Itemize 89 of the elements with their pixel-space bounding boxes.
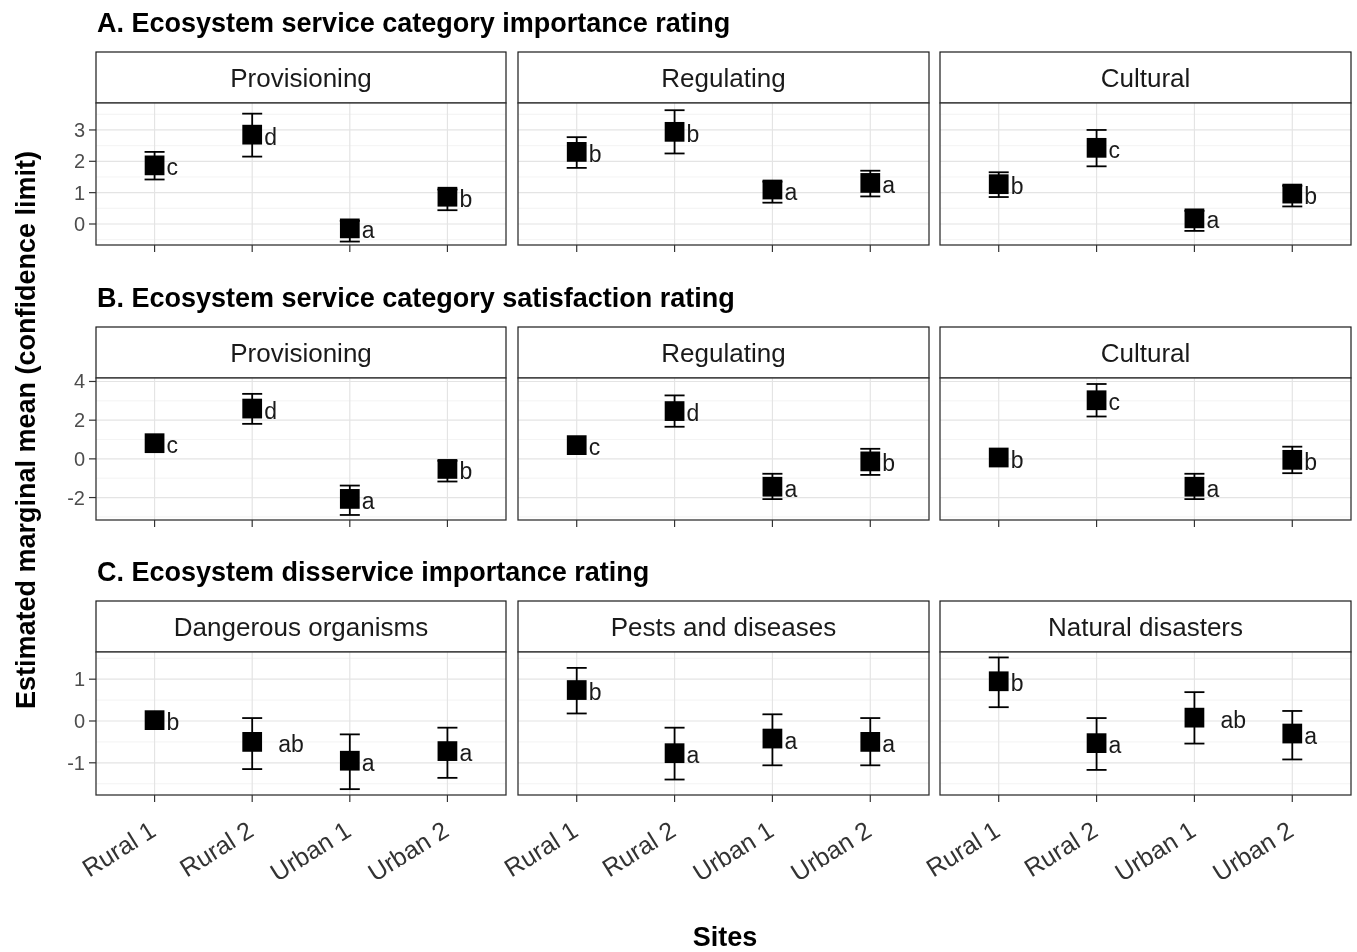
chart-title: Natural disasters	[1047, 611, 1244, 642]
annotation: b	[882, 450, 896, 477]
chart-subtitle: B. Ecosystem service category satisfaction rating	[97, 283, 735, 313]
chart-title: Cultural	[1100, 62, 1191, 93]
y-tick-label: -1	[67, 751, 85, 774]
y-tick-label: -2	[67, 486, 85, 509]
annotation: d	[264, 123, 277, 150]
annotation: b	[459, 457, 473, 484]
x-tick-label: Urban 2	[362, 815, 454, 887]
annotation: c	[1108, 389, 1121, 416]
x-tick-label: Urban 1	[1109, 815, 1201, 887]
annotation: a	[686, 742, 700, 769]
annotation: b	[1010, 446, 1024, 473]
point	[1086, 137, 1107, 158]
annotation: a	[1108, 732, 1122, 759]
annotation: d	[686, 400, 700, 427]
chart-title: Provisioning	[230, 62, 372, 93]
x-axis-title: Sites	[692, 922, 758, 952]
point	[664, 743, 685, 764]
chart-subtitle: C. Ecosystem disservice importance rating	[97, 557, 650, 587]
point	[437, 741, 458, 761]
annotation: c	[166, 154, 179, 181]
y-tick-label: 1	[73, 181, 85, 204]
point	[242, 124, 263, 145]
point	[144, 433, 165, 454]
annotation: ab	[278, 730, 304, 757]
point	[339, 489, 360, 509]
annotation: a	[1206, 207, 1220, 234]
point	[664, 121, 685, 142]
annotation: b	[588, 140, 602, 167]
annotation: a	[784, 475, 798, 502]
point	[988, 447, 1009, 468]
point	[339, 750, 360, 771]
annotation: a	[459, 740, 473, 767]
chart-title: Regulating	[661, 62, 786, 93]
annotation: a	[361, 749, 375, 776]
y-tick-label: 0	[73, 213, 85, 235]
annotation: c	[588, 434, 601, 461]
point	[1282, 449, 1303, 470]
y-tick-label: 1	[73, 668, 85, 691]
point	[144, 710, 165, 731]
x-tick-label: Urban 2	[1207, 815, 1298, 887]
chart-title: Dangerous organisms	[173, 611, 429, 642]
annotation: b	[166, 709, 180, 736]
point	[860, 732, 881, 752]
annotation: b	[459, 185, 473, 212]
annotation: c	[166, 432, 179, 459]
annotation: a	[1206, 475, 1220, 502]
chart-title: Regulating	[661, 337, 786, 368]
y-tick-label: 2	[73, 150, 85, 173]
annotation: a	[361, 217, 375, 244]
point	[664, 401, 685, 421]
x-tick-label: Urban 1	[265, 815, 356, 887]
x-tick-label: Urban 1	[687, 815, 779, 887]
annotation: a	[882, 730, 896, 757]
point	[566, 680, 587, 700]
annotation: b	[588, 679, 602, 706]
point	[242, 732, 263, 752]
y-tick-label: 2	[73, 409, 85, 432]
annotation: ab	[1220, 706, 1247, 733]
point	[988, 671, 1009, 692]
annotation: a	[1304, 722, 1318, 749]
point	[566, 435, 587, 455]
y-tick-label: 4	[73, 370, 85, 393]
point	[1086, 733, 1107, 754]
x-tick-label: Urban 2	[785, 815, 876, 887]
point	[1086, 390, 1107, 411]
annotation: b	[1010, 670, 1024, 697]
annotation: b	[1304, 448, 1318, 475]
point	[860, 173, 881, 193]
chart-title: Cultural	[1100, 337, 1191, 368]
y-tick-label: 0	[73, 709, 85, 732]
chart-title: Pests and diseases	[610, 611, 837, 642]
point	[1184, 707, 1205, 728]
annotation: a	[784, 727, 798, 754]
annotation: b	[686, 120, 700, 147]
annotation: a	[784, 178, 798, 205]
chart-subtitle: A. Ecosystem service category importance rating	[97, 8, 731, 38]
y-tick-label: 3	[73, 118, 85, 141]
y-axis-title: Estimated marginal mean (confidence limit)	[11, 150, 41, 710]
chart-title: Provisioning	[230, 337, 372, 368]
annotation: c	[1108, 136, 1121, 163]
annotation: d	[264, 397, 277, 424]
annotation: b	[1010, 173, 1024, 200]
y-tick-label: 0	[73, 447, 85, 470]
annotation: b	[1304, 182, 1318, 209]
point	[566, 142, 587, 162]
annotation: a	[882, 171, 896, 198]
annotation: a	[361, 487, 375, 514]
